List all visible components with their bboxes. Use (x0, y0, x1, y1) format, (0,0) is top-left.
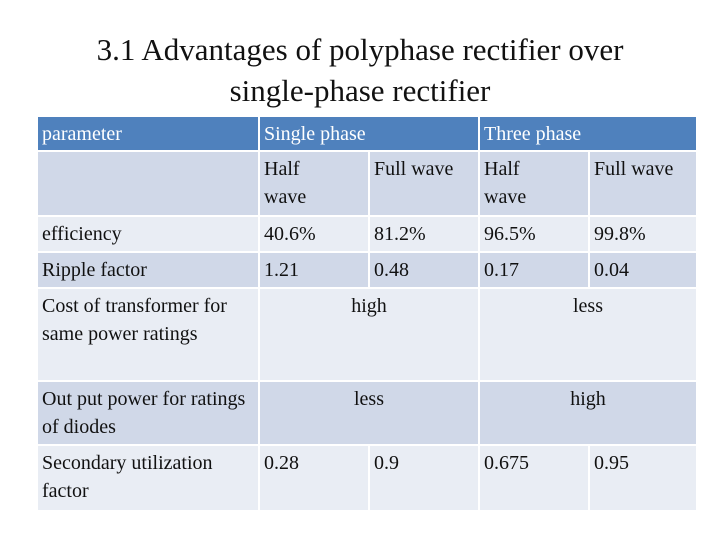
cell: Full wave (587, 150, 699, 217)
cell: 81.2% (368, 215, 480, 253)
comparison-table: parameter Single phase Three phase Half … (36, 115, 699, 512)
cell: 0.9 (368, 444, 480, 512)
cell: less (258, 380, 480, 446)
cell-text: Half wave (264, 158, 307, 208)
cell: 0.28 (258, 444, 370, 512)
header-cell: Single phase (258, 115, 480, 152)
title-line: 3.1 Advantages of polyphase rectifier ov… (96, 32, 624, 67)
row: efficiency 40.6% 81.2% 96.5% 99.8% (36, 215, 699, 253)
cell: 0.17 (478, 251, 590, 289)
row: Out put power for ratings of diodes less… (36, 380, 699, 446)
cell: Half wave (478, 150, 590, 217)
header-cell: parameter (36, 115, 260, 152)
row: Secondary utilization factor 0.28 0.9 0.… (36, 444, 699, 512)
header-cell: Three phase (477, 115, 699, 152)
cell: 40.6% (258, 215, 370, 253)
cell: Full wave (368, 150, 480, 217)
cell: 96.5% (478, 215, 590, 253)
cell: efficiency (36, 215, 260, 253)
cell: 0.95 (587, 444, 699, 512)
cell-text: Half wave (484, 158, 527, 208)
cell: Half wave (258, 150, 370, 217)
cell: 1.21 (258, 251, 370, 289)
row: Cost of transformer for same power ratin… (36, 287, 699, 382)
row: Half wave Full wave Half wave Full wave (36, 150, 699, 217)
cell: Secondary utilization factor (36, 444, 260, 512)
cell: high (477, 380, 699, 446)
cell: 99.8% (587, 215, 699, 253)
cell: Out put power for ratings of diodes (36, 380, 260, 446)
cell: high (258, 287, 480, 382)
cell (36, 150, 260, 217)
header-row: parameter Single phase Three phase (36, 115, 699, 152)
cell: Ripple factor (36, 251, 260, 289)
cell: less (477, 287, 699, 382)
cell: 0.04 (587, 251, 699, 289)
row: Ripple factor 1.21 0.48 0.17 0.04 (36, 251, 699, 289)
title-line: single-phase rectifier (229, 73, 491, 108)
cell: 0.48 (368, 251, 480, 289)
cell: Cost of transformer for same power ratin… (36, 287, 260, 382)
cell: 0.675 (478, 444, 590, 512)
